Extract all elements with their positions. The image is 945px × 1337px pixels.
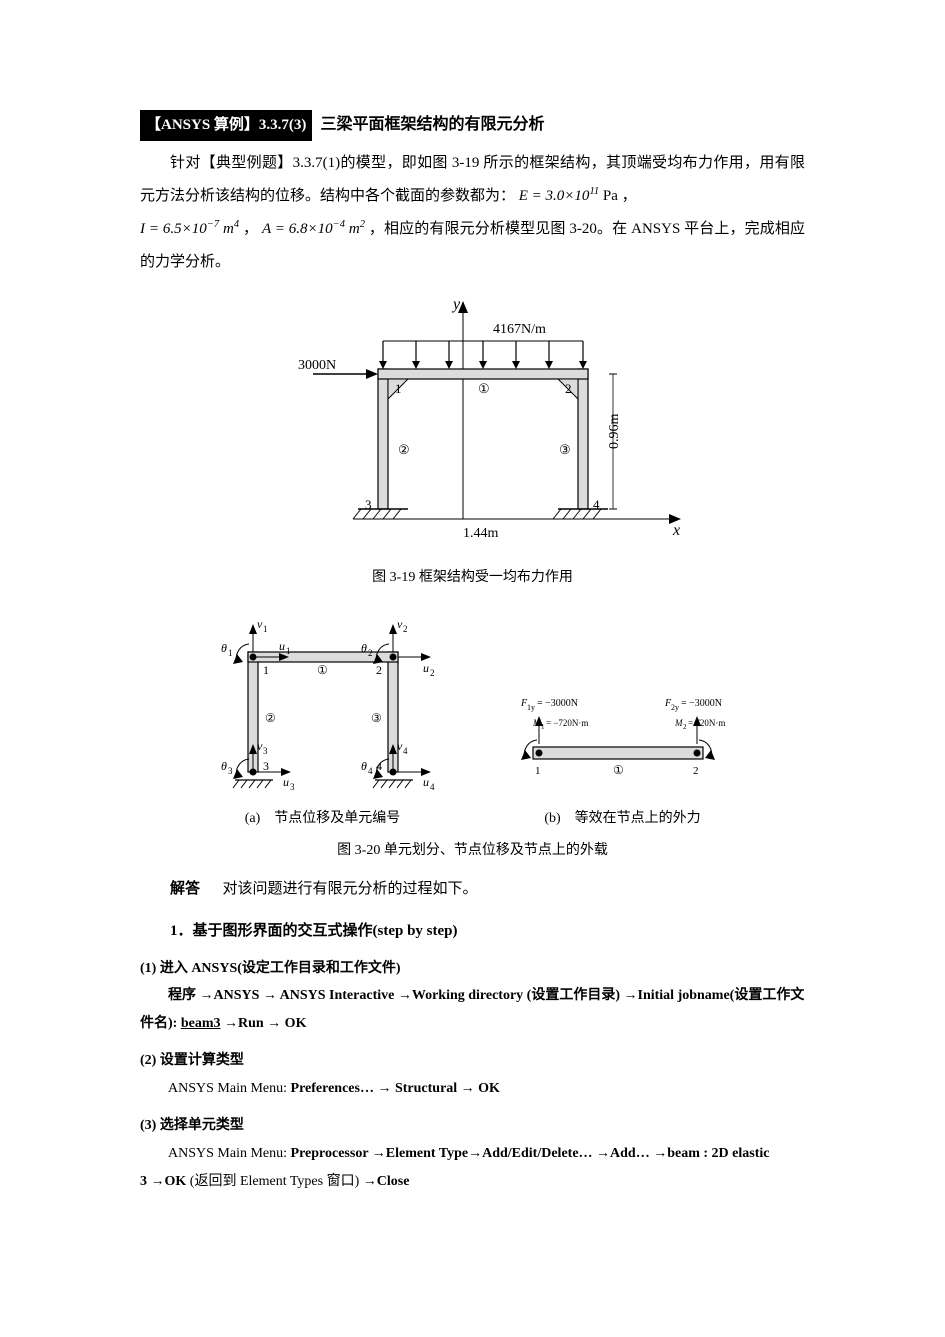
svg-text:3: 3 xyxy=(290,782,295,792)
dist-load-arrows xyxy=(379,341,587,369)
step1-body: 程序 →ANSYS → ANSYS Interactive →Working d… xyxy=(140,982,805,1038)
svg-text:4: 4 xyxy=(403,746,408,756)
svg-text:θ: θ xyxy=(361,641,367,655)
fig20b-svg: 1 2 ① F1y = −3000N F2y = −3000N M1 = −72… xyxy=(493,682,753,802)
jobname: beam3 xyxy=(181,1016,221,1031)
eq-sep: ， xyxy=(243,221,258,237)
svg-text:2: 2 xyxy=(376,663,382,677)
svg-text:①: ① xyxy=(613,763,624,777)
svg-text:③: ③ xyxy=(371,711,382,725)
step1-head: (1) 进入 ANSYS(设定工作目录和工作文件) xyxy=(140,956,805,983)
svg-text:u: u xyxy=(279,639,285,653)
title-badge: 【ANSYS 算例】3.3.7(3) xyxy=(140,110,312,141)
support-left xyxy=(353,509,408,519)
axis-x-label: x xyxy=(672,522,680,539)
answer-line: 解答 对该问题进行有限元分析的过程如下。 xyxy=(140,875,805,904)
node-2: 2 xyxy=(565,381,572,396)
svg-text:1: 1 xyxy=(263,624,268,634)
fig19-caption: 图 3-19 框架结构受一均布力作用 xyxy=(140,565,805,592)
fig19-svg: y x xyxy=(253,289,693,549)
elem-3: ③ xyxy=(559,442,571,457)
step3-head: (3) 选择单元类型 xyxy=(140,1113,805,1140)
svg-text:2: 2 xyxy=(403,624,408,634)
fig20b-caption: (b) 等效在节点上的外力 xyxy=(544,806,700,833)
fig20a-caption: (a) 节点位移及单元编号 xyxy=(245,806,401,833)
eq-E: E = 3.0×1011 xyxy=(519,188,603,204)
para1-a: 针对【典型例题】3.3.7(1)的模型，即如图 3-19 所示的框架结构，其顶端… xyxy=(140,155,805,204)
svg-text:3: 3 xyxy=(263,746,268,756)
svg-text:θ: θ xyxy=(221,641,227,655)
svg-text:u: u xyxy=(423,775,429,789)
svg-text:u: u xyxy=(283,775,289,789)
svg-text:2: 2 xyxy=(683,723,687,731)
intro-paragraph: 针对【典型例题】3.3.7(1)的模型，即如图 3-19 所示的框架结构，其顶端… xyxy=(140,147,805,279)
figure-3-20: 1 2 3 4 ① ② ③ v1 u1 θ1 xyxy=(140,602,805,865)
fig20a: 1 2 3 4 ① ② ③ v1 u1 θ1 xyxy=(193,602,453,833)
svg-text:2: 2 xyxy=(430,668,435,678)
svg-text:1: 1 xyxy=(286,646,291,656)
svg-text:= −3000N: = −3000N xyxy=(681,698,722,709)
fig20-caption: 图 3-20 单元划分、节点位移及节点上的外载 xyxy=(140,838,805,865)
section1-title: 1．基于图形界面的交互式操作(step by step) xyxy=(140,917,805,946)
elem-2: ② xyxy=(398,442,410,457)
svg-text:= −3000N: = −3000N xyxy=(537,698,578,709)
width-label: 1.44m xyxy=(463,526,499,541)
svg-text:M: M xyxy=(674,718,683,728)
axis-y-label: y xyxy=(451,296,461,313)
eq-I: I = 6.5×10−7 m4 xyxy=(140,221,243,237)
svg-text:1: 1 xyxy=(228,648,233,658)
svg-text:θ: θ xyxy=(361,759,367,773)
svg-text:1: 1 xyxy=(535,765,541,777)
step2-body: ANSYS Main Menu: Preferences… → Structur… xyxy=(140,1075,805,1103)
svg-text:②: ② xyxy=(265,711,276,725)
point-load-label: 3000N xyxy=(298,358,336,373)
svg-text:= 720N·m: = 720N·m xyxy=(688,718,725,728)
svg-text:2: 2 xyxy=(368,648,373,658)
svg-text:①: ① xyxy=(317,663,328,677)
fig20b: 1 2 ① F1y = −3000N F2y = −3000N M1 = −72… xyxy=(493,682,753,833)
svg-text:4: 4 xyxy=(430,782,435,792)
answer-text: 对该问题进行有限元分析的过程如下。 xyxy=(223,881,478,897)
step3-body-2: 3 →OK (返回到 Element Types 窗口) →Close xyxy=(140,1168,805,1196)
svg-text:M: M xyxy=(532,718,541,728)
svg-text:1: 1 xyxy=(263,663,269,677)
answer-label: 解答 xyxy=(170,881,200,897)
svg-text:2: 2 xyxy=(693,765,699,777)
support-right xyxy=(553,509,608,519)
svg-text:1y: 1y xyxy=(527,703,535,712)
height-label: 0.96m xyxy=(607,413,622,449)
title-rest: 三梁平面框架结构的有限元分析 xyxy=(320,110,544,140)
figure-3-19: y x xyxy=(140,289,805,592)
dist-load-label: 4167N/m xyxy=(493,322,546,337)
eq-A: A = 6.8×10−4 m2 xyxy=(262,221,369,237)
fig20a-svg: 1 2 3 4 ① ② ③ v1 u1 θ1 xyxy=(193,602,453,802)
svg-text:θ: θ xyxy=(221,759,227,773)
svg-text:4: 4 xyxy=(368,766,373,776)
title-line: 【ANSYS 算例】3.3.7(3) 三梁平面框架结构的有限元分析 xyxy=(140,110,805,141)
svg-text:= −720N·m: = −720N·m xyxy=(546,718,588,728)
eq-E-unit: Pa ， xyxy=(603,188,637,204)
svg-text:1: 1 xyxy=(541,723,545,731)
svg-text:2y: 2y xyxy=(671,703,679,712)
elem-1: ① xyxy=(478,381,490,396)
svg-text:3: 3 xyxy=(263,759,269,773)
svg-text:u: u xyxy=(423,661,429,675)
page: 【ANSYS 算例】3.3.7(3) 三梁平面框架结构的有限元分析 针对【典型例… xyxy=(0,0,945,1337)
step2-head: (2) 设置计算类型 xyxy=(140,1048,805,1075)
step3-body: ANSYS Main Menu: Preprocessor →Element T… xyxy=(140,1140,805,1168)
svg-text:3: 3 xyxy=(228,766,233,776)
node-1: 1 xyxy=(395,381,402,396)
